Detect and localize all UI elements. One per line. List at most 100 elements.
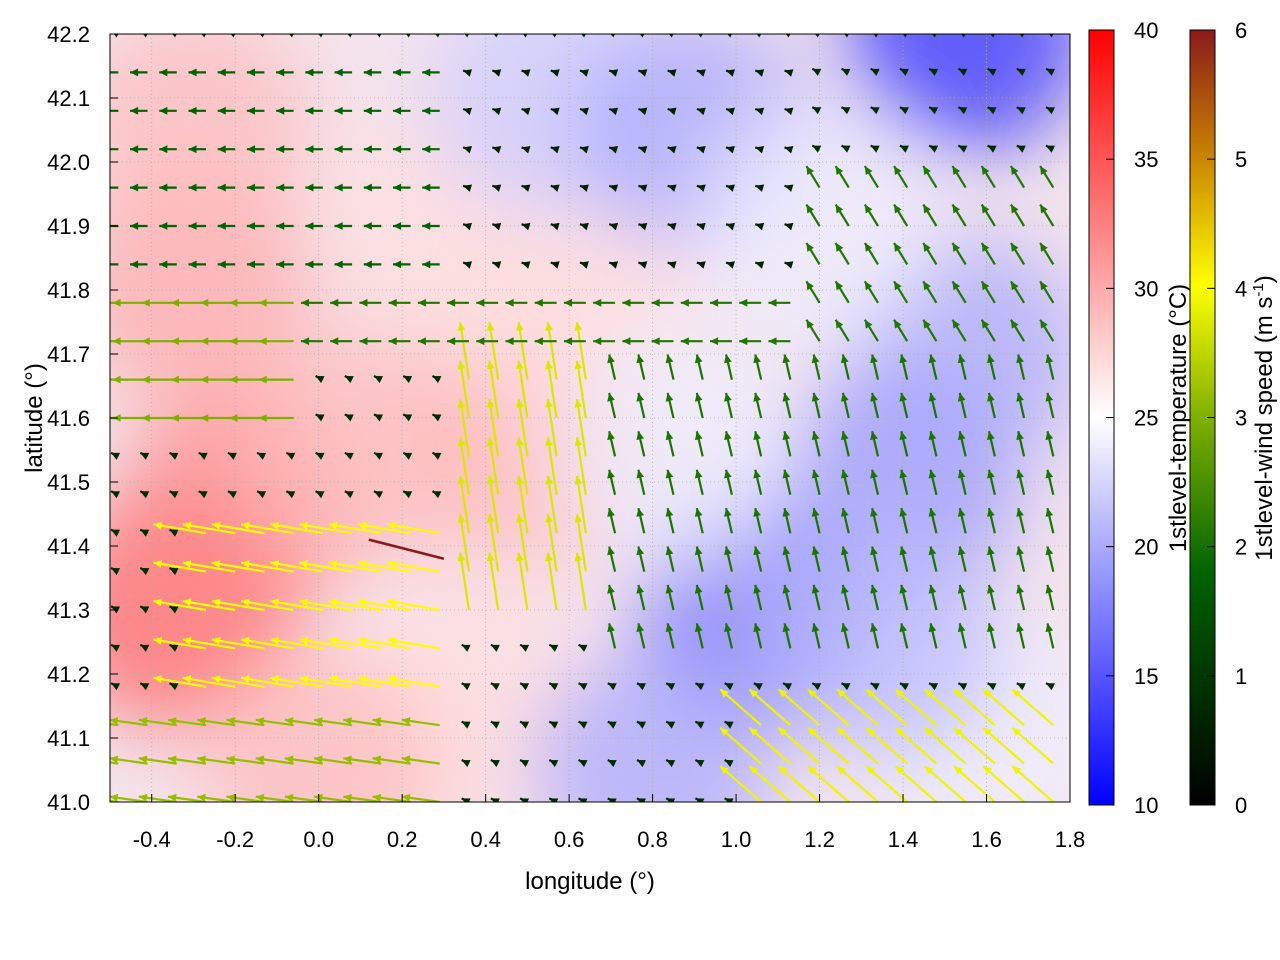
wind-arrow-9: [343, 793, 382, 802]
wind-arrow-390: [899, 354, 909, 380]
wind-tick-label: 6: [1235, 18, 1247, 43]
wind-arrow-174: [328, 598, 382, 612]
wind-arrow-265: [139, 490, 150, 499]
wind-arrow-573: [462, 146, 473, 154]
wind-arrow-18: [636, 797, 646, 802]
wind-arrow-520: [834, 203, 850, 227]
wind-arrow-359: [957, 392, 967, 419]
wind-arrow-479: [608, 261, 619, 269]
wind-arrow-406: [388, 337, 411, 346]
wind-arrow-107: [299, 675, 353, 688]
wind-arrow-42: [343, 755, 382, 765]
wind-arrow-375: [457, 322, 471, 380]
wind-arrow-559: [1010, 165, 1026, 189]
wind-arrow-461: [1039, 280, 1055, 304]
wind-arrow-468: [276, 260, 294, 269]
wind-arrow-531: [188, 183, 206, 192]
wind-arrow-478: [579, 261, 589, 269]
wind-arrow-667: [318, 34, 323, 38]
wind-arrow-48: [548, 759, 559, 768]
wind-arrow-427: [1010, 319, 1026, 342]
temperature-blob-20: [553, 330, 794, 570]
wind-tick-label: 3: [1235, 406, 1247, 431]
wind-arrow-222: [811, 546, 821, 572]
wind-arrow-291: [899, 469, 909, 496]
wind-arrow-502: [305, 222, 323, 230]
wind-arrow-147: [548, 643, 559, 652]
wind-arrow-218: [694, 546, 704, 572]
wind-arrow-362: [1045, 392, 1055, 419]
wind-arrow-488: [863, 242, 879, 265]
wind-arrow-349: [665, 392, 675, 419]
wind-arrow-132: [110, 643, 121, 652]
wind-arrow-557: [951, 165, 967, 189]
wind-arrow-582: [725, 146, 735, 154]
wind-arrow-442: [476, 298, 499, 307]
wind-arrow-229: [1016, 546, 1026, 572]
wind-arrow-537: [363, 183, 382, 192]
wind-arrow-376: [486, 322, 500, 380]
wind-arrow-230: [1045, 546, 1055, 572]
wind-arrow-656: [957, 67, 968, 76]
wind-tick-label: 4: [1235, 276, 1247, 301]
wind-arrow-318: [724, 431, 733, 457]
wind-arrow-404: [330, 337, 353, 346]
wind-arrow-567: [276, 145, 294, 154]
wind-arrow-584: [784, 146, 794, 154]
wind-arrow-197: [1045, 584, 1055, 611]
wind-arrow-676: [581, 34, 586, 38]
wind-arrow-352: [753, 392, 763, 419]
wind-arrow-201: [153, 560, 207, 573]
wind-arrow-511: [579, 222, 589, 231]
wind-arrow-39: [255, 755, 294, 765]
temperature-tick-label: 25: [1134, 406, 1158, 431]
wind-arrow-673: [493, 34, 499, 38]
wind-arrow-490: [922, 242, 938, 265]
wind-arrow-354: [811, 392, 821, 419]
wind-arrow-547: [667, 184, 677, 192]
wind-arrow-237: [240, 521, 294, 535]
wind-arrow-106: [270, 675, 324, 688]
wind-arrow-177: [457, 552, 471, 611]
wind-arrow-63: [953, 726, 996, 765]
wind-arrow-307: [402, 451, 413, 460]
wind-arrow-621: [899, 106, 909, 115]
wind-arrow-528: [110, 186, 119, 189]
temperature-blob-3: [110, 34, 314, 250]
wind-arrow-652: [840, 67, 851, 76]
wind-arrow-101: [168, 682, 179, 691]
wind-arrow-94: [894, 688, 938, 727]
x-tick-label: 0.2: [387, 827, 418, 852]
wind-arrow-521: [863, 203, 879, 227]
wind-arrow-121: [753, 682, 763, 691]
wind-arrow-144: [461, 643, 471, 652]
wind-arrow-231: [110, 528, 121, 537]
wind-arrow-112: [490, 682, 500, 691]
x-tick-label: 0.8: [637, 827, 668, 852]
wind-arrow-483: [725, 261, 735, 269]
wind-arrow-344: [515, 360, 529, 419]
wind-arrow-186: [724, 584, 733, 611]
wind-arrow-98: [1011, 688, 1055, 727]
wind-arrow-141: [328, 636, 382, 650]
wind-arrow-277: [486, 437, 500, 495]
wind-arrow-114: [548, 682, 559, 691]
wind-arrow-360: [987, 392, 996, 419]
y-axis-label: latitude (°): [21, 363, 48, 473]
wind-arrow-503: [334, 222, 353, 230]
wind-arrow-83: [607, 720, 617, 729]
wind-arrow-173: [299, 598, 353, 612]
wind-arrow-283: [665, 469, 675, 496]
wind-arrow-440: [417, 298, 440, 307]
wind-arrow-554: [863, 165, 879, 189]
wind-arrow-202: [182, 560, 236, 573]
wind-arrow-262: [1016, 507, 1026, 534]
wind-arrow-486: [805, 242, 821, 265]
y-tick-label: 41.6: [47, 406, 90, 431]
wind-arrow-456: [893, 280, 909, 304]
wind-arrow-249: [636, 507, 646, 534]
wind-arrow-605: [422, 106, 440, 115]
wind-arrow-341: [431, 413, 442, 422]
temperature-tick-label: 35: [1134, 147, 1158, 172]
wind-arrow-581: [696, 146, 706, 154]
